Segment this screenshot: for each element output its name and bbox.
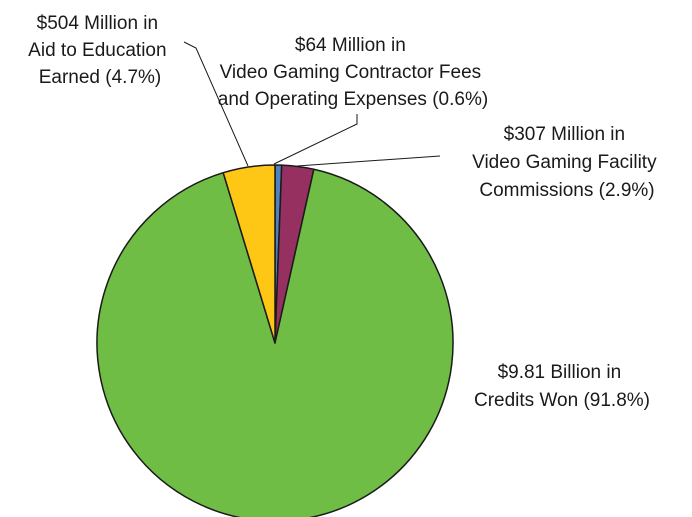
leader-line-contractor [273, 114, 358, 165]
label-credits-won: $9.81 Billion in Credits Won (91.8%) [474, 362, 650, 411]
leader-line-education [183, 41, 249, 167]
leader-lines [183, 41, 441, 167]
slice-aid-to-education [222, 164, 276, 344]
label-contractor-fees: $64 Million in Video Gaming Contractor F… [218, 35, 488, 110]
pie-slices [96, 164, 454, 517]
leader-line-facility [296, 155, 441, 167]
label-facility-commissions: $307 Million in Video Gaming Facility Co… [472, 124, 662, 201]
label-aid-to-education: $504 Million in Aid to Education Earned … [28, 13, 172, 88]
